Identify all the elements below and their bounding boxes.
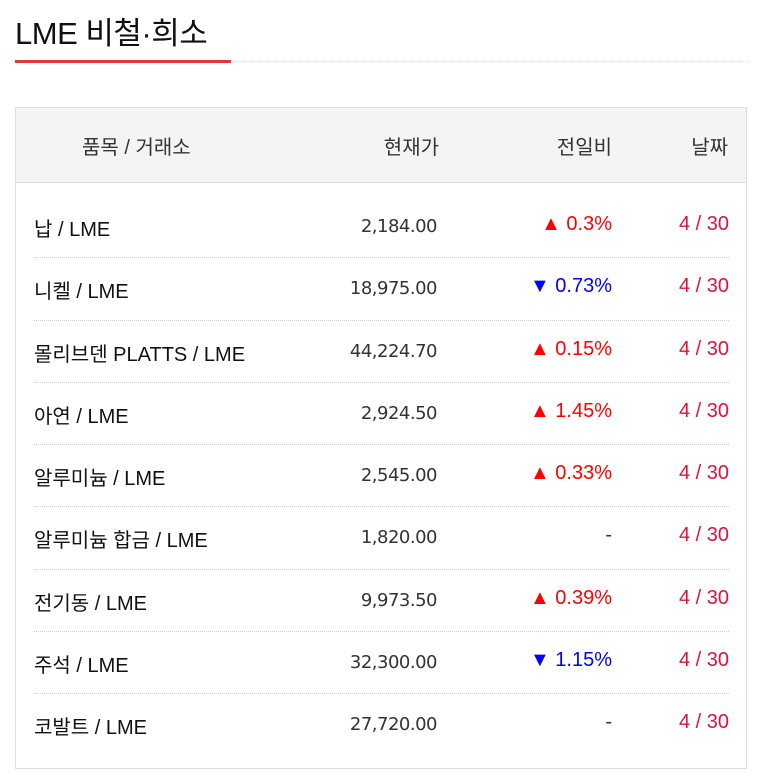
table-row[interactable]: 코발트 / LME 27,720.00 - 4 / 30 — [34, 694, 729, 755]
item-name[interactable]: 몰리브덴 PLATTS / LME — [34, 343, 246, 366]
price-change: ▲ 0.33% — [529, 462, 612, 485]
current-price: 27,720.00 — [349, 714, 438, 736]
price-date: 4 / 30 — [678, 275, 729, 298]
table-row[interactable]: 알루미늄 합금 / LME 1,820.00 - 4 / 30 — [34, 507, 729, 570]
header-item: 품목 / 거래소 — [82, 137, 191, 159]
item-name[interactable]: 주석 / LME — [34, 655, 129, 678]
price-change: ▲ 0.3% — [541, 213, 612, 235]
current-price: 32,300.00 — [349, 652, 438, 674]
current-price: 1,820.00 — [360, 527, 438, 549]
price-date: 4 / 30 — [678, 399, 729, 422]
item-name[interactable]: 알루미늄 / LME — [34, 468, 166, 491]
price-date: 4 / 30 — [678, 524, 729, 547]
price-change: - — [605, 711, 612, 734]
item-name[interactable]: 알루미늄 합금 / LME — [34, 530, 208, 553]
table-row[interactable]: 주석 / LME 32,300.00 ▼ 1.15% 4 / 30 — [34, 632, 729, 695]
price-change: ▼ 1.15% — [529, 649, 612, 672]
header-date: 날짜 — [691, 137, 728, 159]
price-date: 4 / 30 — [678, 462, 729, 485]
current-price: 9,973.50 — [360, 589, 438, 611]
item-name[interactable]: 납 / LME — [34, 219, 111, 241]
header-price: 현재가 — [383, 137, 439, 159]
price-date: 4 / 30 — [678, 213, 729, 235]
current-price: 2,184.00 — [360, 216, 438, 237]
price-change: ▲ 0.39% — [529, 586, 612, 609]
current-price: 44,224.70 — [349, 340, 438, 362]
table-row[interactable]: 납 / LME 2,184.00 ▲ 0.3% 4 / 30 — [34, 196, 729, 259]
item-name[interactable]: 코발트 / LME — [34, 717, 147, 740]
table-header: 품목 / 거래소 현재가 전일비 날짜 — [16, 108, 746, 183]
table-row[interactable]: 알루미늄 / LME 2,545.00 ▲ 0.33% 4 / 30 — [34, 445, 729, 508]
price-change: ▲ 0.15% — [529, 337, 612, 360]
price-change: - — [605, 524, 612, 547]
price-date: 4 / 30 — [678, 649, 729, 672]
price-table: 품목 / 거래소 현재가 전일비 날짜 납 / LME 2,184.00 ▲ 0.3… — [15, 107, 747, 769]
title-divider — [15, 61, 748, 62]
item-name[interactable]: 아연 / LME — [34, 405, 129, 428]
current-price: 2,924.50 — [360, 402, 438, 424]
current-price: 2,545.00 — [360, 465, 438, 487]
current-price: 18,975.00 — [349, 278, 438, 300]
header-change: 전일비 — [556, 137, 612, 159]
price-change: ▼ 0.73% — [529, 275, 612, 298]
table-row[interactable]: 아연 / LME 2,924.50 ▲ 1.45% 4 / 30 — [34, 383, 729, 446]
price-date: 4 / 30 — [678, 586, 729, 609]
title-underline — [15, 60, 231, 63]
price-date: 4 / 30 — [678, 711, 729, 734]
item-name[interactable]: 니켈 / LME — [34, 281, 129, 304]
table-row[interactable]: 몰리브덴 PLATTS / LME 44,224.70 ▲ 0.15% 4 / 30 — [34, 321, 729, 383]
price-change: ▲ 1.45% — [529, 399, 612, 422]
table-body: 납 / LME 2,184.00 ▲ 0.3% 4 / 30 니켈 / LME 18,97… — [16, 196, 746, 756]
price-date: 4 / 30 — [678, 337, 729, 360]
section-title: LME 비철·희소 — [15, 16, 208, 51]
item-name[interactable]: 전기동 / LME — [34, 592, 147, 615]
table-row[interactable]: 니켈 / LME 18,975.00 ▼ 0.73% 4 / 30 — [34, 258, 729, 321]
table-row[interactable]: 전기동 / LME 9,973.50 ▲ 0.39% 4 / 30 — [34, 570, 729, 633]
